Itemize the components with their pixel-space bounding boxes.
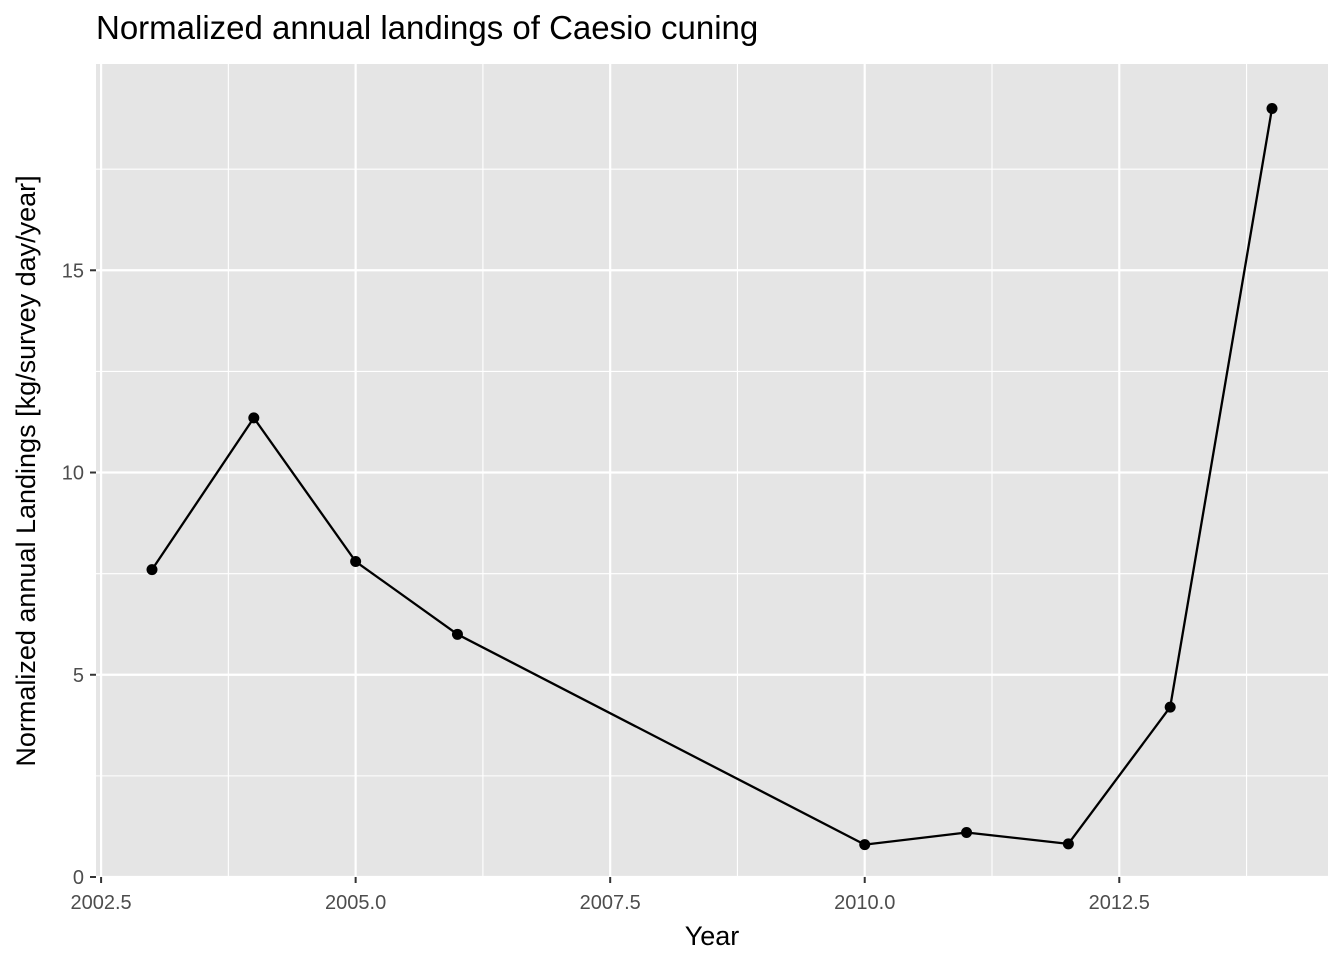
y-tick-label: 10: [62, 463, 84, 485]
data-point: [248, 412, 260, 424]
minor-gridlines: [96, 64, 1328, 877]
y-tick-label: 15: [62, 260, 84, 282]
x-tick-label: 2012.5: [1089, 892, 1150, 914]
data-point: [859, 839, 871, 851]
data-point: [1164, 701, 1176, 713]
data-point: [1266, 102, 1278, 114]
chart-title: Normalized annual landings of Caesio cun…: [96, 9, 758, 46]
data-point: [350, 556, 362, 568]
x-axis-title: Year: [685, 921, 740, 951]
y-tick-label: 0: [73, 867, 84, 889]
y-axis: 0 5 10 15: [62, 260, 96, 889]
x-tick-label: 2005.0: [325, 892, 386, 914]
data-point: [1062, 838, 1074, 850]
x-tick-label: 2010.0: [834, 892, 895, 914]
x-tick-label: 2002.5: [71, 892, 132, 914]
plot-panel: [96, 64, 1328, 877]
data-point: [146, 564, 158, 576]
x-tick-label: 2007.5: [580, 892, 641, 914]
data-point: [961, 827, 973, 839]
x-axis: 2002.5 2005.0 2007.5 2010.0 2012.5: [71, 877, 1150, 914]
data-point: [451, 628, 463, 640]
data-series: [146, 102, 1278, 851]
y-axis-title: Normalized annual Landings [kg/survey da…: [11, 175, 41, 766]
major-gridlines: [96, 64, 1328, 879]
y-tick-label: 5: [73, 665, 84, 687]
